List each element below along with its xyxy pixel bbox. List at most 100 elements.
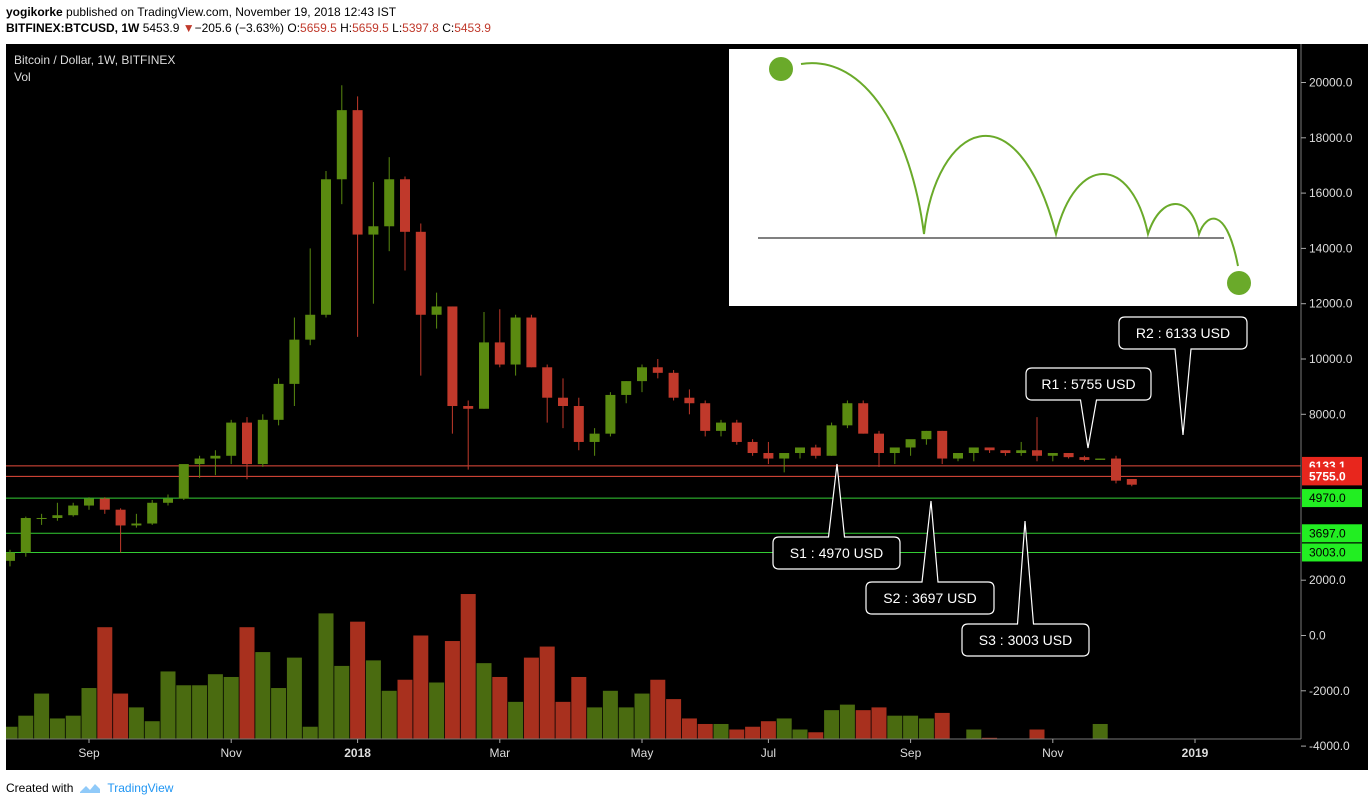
candle-body [400,179,410,232]
high-value: 5659.5 [352,21,389,35]
created-with-label: Created with [6,781,74,795]
candle-body [921,430,932,440]
candle-body [210,455,221,459]
candle-body [526,317,537,368]
candle-body [937,430,948,459]
tradingview-link[interactable]: TradingView [107,781,174,795]
volume-bar [223,676,239,739]
callout-label: R1 : 5755 USD [1041,376,1135,392]
volume-bar [144,721,160,739]
volume-bar [34,693,50,739]
candle-body [194,458,205,465]
volume-bar [318,613,334,739]
price-tag-s2 [1302,524,1362,543]
candle-body [542,367,553,398]
candle-body [242,422,252,465]
x-tick-label: May [631,746,654,760]
volume-bar [555,701,571,739]
candle-body [731,422,742,442]
candle-body [795,447,805,454]
candle-body [652,367,663,373]
volume-bar [413,635,429,739]
volume-bar [1029,729,1045,739]
volume-bar [176,685,192,739]
chart-area[interactable]: 20000.0 18000.0 16000.0 14000.0 12000.0 10000… [6,44,1368,770]
y-tick-label: -2000.0 [1309,684,1350,698]
x-tick-label: 2019 [1182,746,1209,760]
y-tick-label: 2000.0 [1309,573,1346,587]
high-label: H: [340,21,353,35]
candle-body [779,453,790,459]
low-value: 5397.8 [402,21,439,35]
price-tag-label: 4970.0 [1309,491,1346,505]
callout-s2: S2 : 3697 USD [865,500,995,615]
callout-box [1025,367,1152,449]
volume-bar [571,676,587,739]
candle-body [52,515,63,518]
volume-bar [334,665,350,739]
x-tick-label: Sep [78,746,100,760]
volume-bar [523,657,539,739]
candle-body [953,453,963,459]
callout-label: R2 : 6133 USD [1136,325,1230,341]
y-tick-label: 18000.0 [1309,131,1353,145]
candle-body [368,226,379,235]
symbol-label: BITFINEX:BTCUSD, 1W [6,21,140,35]
open-label: O: [287,21,301,35]
down-arrow-icon: ▼ [182,21,195,35]
candle-body [700,403,711,431]
publish-line: yogikorke published on TradingView.com, … [6,4,491,20]
chart-title: Bitcoin / Dollar, 1W, BITFINEX [14,53,175,67]
volume-bar [839,704,855,739]
inset-panel [729,49,1297,306]
volume-bar [903,715,919,739]
candle-body [1047,453,1058,456]
volume-bar [365,660,381,739]
volume-bar [666,699,682,739]
volume-bar [855,710,871,739]
volume-bar [634,693,650,739]
author-name[interactable]: yogikorke [6,5,63,19]
candle-body [1000,450,1011,454]
y-tick-label: 16000.0 [1309,186,1353,200]
volume-bar [713,723,729,739]
volume-bar [397,679,413,739]
candlestick-chart[interactable]: 20000.0 18000.0 16000.0 14000.0 12000.0 10000… [6,44,1368,770]
candle-body [463,406,474,409]
price-tag-label: 3697.0 [1309,526,1346,540]
volume-bar [113,693,129,739]
volume-bar [302,726,318,739]
price-tag-label: 5755.0 [1309,469,1346,483]
candle-body [874,433,884,454]
volume-bar [255,652,271,739]
y-tick-label: 14000.0 [1309,241,1353,255]
last-price: 5453.9 [142,21,180,35]
footer: Created with TradingView [6,781,173,795]
candle-body [684,397,695,404]
volume-bar [492,676,508,739]
candle-body [99,498,110,510]
volume-bar [350,621,366,739]
candle-body [336,110,347,180]
y-tick-label: 8000.0 [1309,407,1346,421]
x-tick-label: Jul [761,746,776,760]
volume-bar [966,729,982,739]
candle-body [573,406,584,442]
callout-box [961,520,1090,657]
candle-body [273,383,284,420]
candle-body [257,419,268,465]
bouncing-ball-icon [800,62,1239,267]
candle-body [1032,450,1042,456]
candle-body [510,317,521,365]
candle-body [352,110,363,235]
publish-info: published on TradingView.com, November 1… [66,5,397,19]
candle-body [494,342,505,365]
candle-body [305,314,316,340]
y-tick-label: 10000.0 [1309,352,1353,366]
candle-body [321,179,331,315]
volume-label: Vol [14,70,31,84]
volume-bar [460,594,476,739]
candle-body [178,464,189,499]
callout-s1: S1 : 4970 USD [772,463,901,570]
volume-bar [982,737,998,739]
